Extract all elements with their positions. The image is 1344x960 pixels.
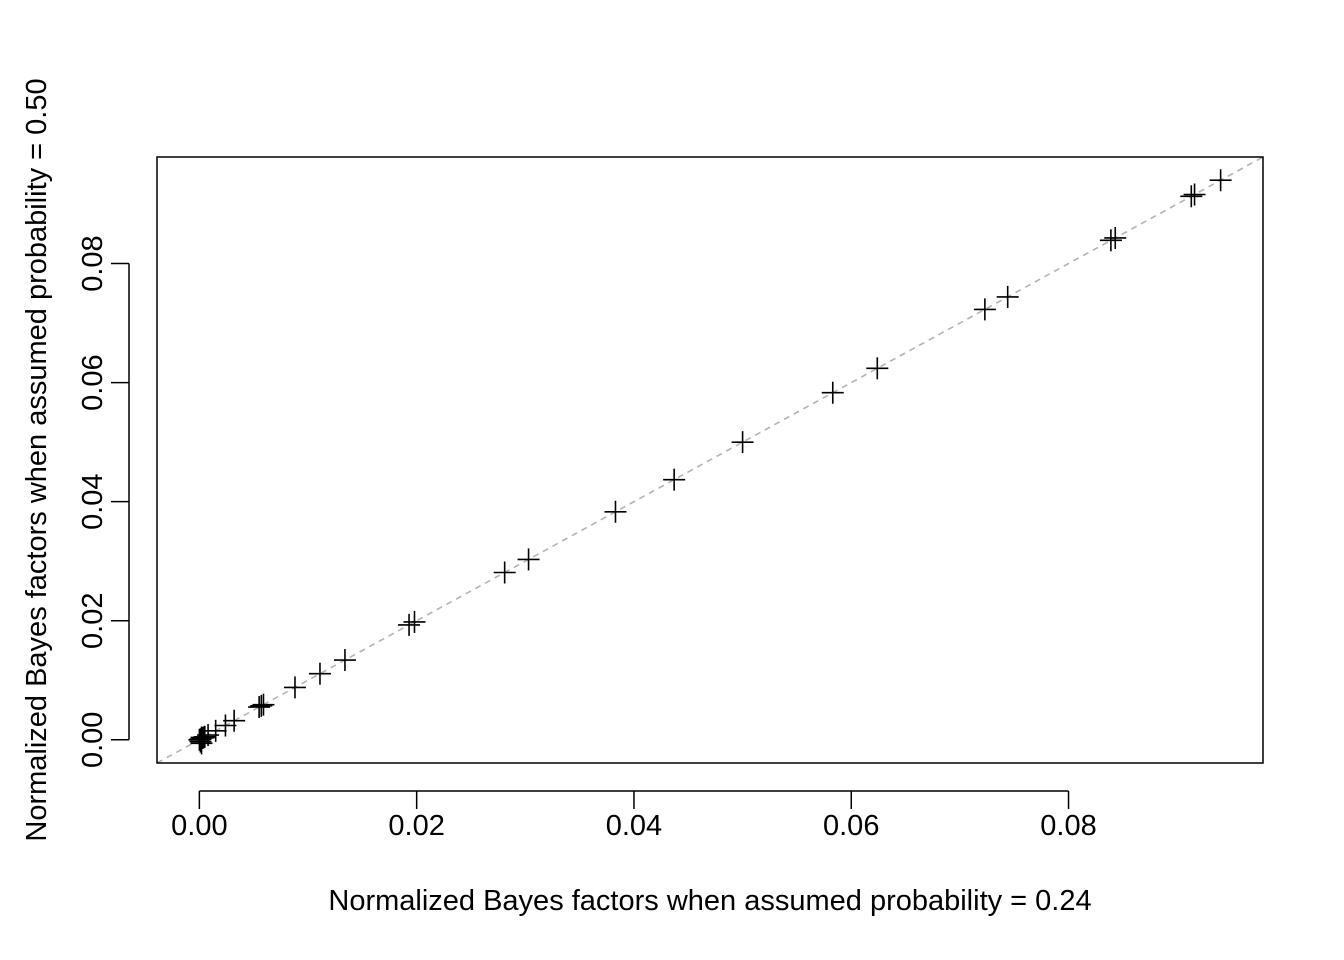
- x-tick-label: 0.04: [606, 810, 662, 842]
- x-tick-label: 0.08: [1040, 810, 1096, 842]
- x-axis-title: Normalized Bayes factors when assumed pr…: [328, 885, 1091, 917]
- y-axis-title: Normalized Bayes factors when assumed pr…: [21, 78, 53, 841]
- x-tick-label: 0.00: [171, 810, 227, 842]
- data-point: [204, 719, 227, 742]
- y-tick-label: 0.06: [77, 354, 109, 410]
- data-point: [731, 431, 754, 454]
- data-point: [252, 693, 275, 716]
- identity-reference-line: [156, 156, 1264, 764]
- data-point: [214, 714, 237, 737]
- data-point: [193, 725, 216, 748]
- data-point: [821, 381, 844, 404]
- plot-frame: [156, 156, 1264, 764]
- data-point: [996, 285, 1019, 308]
- data-point: [1180, 185, 1203, 208]
- data-point: [866, 357, 889, 380]
- data-point: [223, 709, 246, 732]
- data-point: [333, 649, 356, 672]
- data-point: [250, 694, 273, 717]
- data-point: [1099, 229, 1122, 252]
- data-point: [517, 548, 540, 571]
- x-tick-label: 0.06: [823, 810, 879, 842]
- data-point: [248, 696, 271, 719]
- data-points-layer: [188, 169, 1232, 755]
- y-tick-label: 0.02: [77, 593, 109, 649]
- data-point: [398, 613, 421, 636]
- data-point: [1183, 183, 1206, 206]
- data-point: [973, 298, 996, 321]
- data-point: [663, 468, 686, 491]
- y-tick-label: 0.08: [77, 235, 109, 291]
- x-axis: 0.00 0.02 0.04 0.06 0.08: [171, 790, 1097, 842]
- data-point: [604, 500, 627, 523]
- reference-line-layer: [156, 156, 1264, 764]
- y-axis: 0.00 0.02 0.04 0.06 0.08: [77, 235, 130, 768]
- x-tick-label: 0.02: [388, 810, 444, 842]
- data-point: [283, 676, 306, 699]
- data-point: [403, 610, 426, 633]
- y-tick-label: 0.04: [77, 473, 109, 529]
- data-point: [308, 662, 331, 685]
- data-point: [1104, 226, 1127, 249]
- data-point: [1209, 169, 1232, 192]
- data-point: [493, 561, 516, 584]
- y-tick-label: 0.00: [77, 712, 109, 768]
